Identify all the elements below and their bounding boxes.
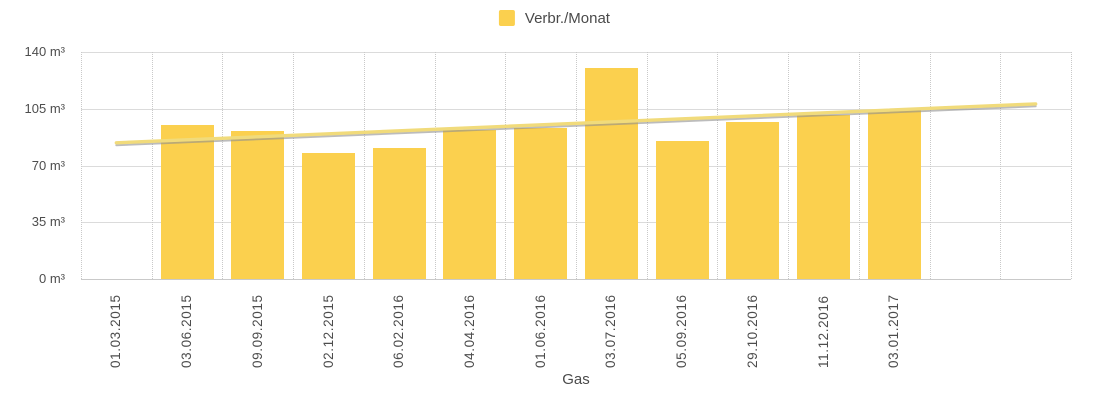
bar-03.06.2015[interactable] bbox=[160, 125, 214, 279]
bar-09.09.2015[interactable] bbox=[231, 131, 285, 279]
legend-swatch-icon bbox=[498, 10, 515, 26]
v-gridline bbox=[434, 52, 436, 279]
x-axis-tick-label: 01.06.2016 bbox=[532, 294, 548, 368]
legend-label: Verbr./Monat bbox=[524, 9, 610, 27]
v-gridline bbox=[788, 52, 790, 279]
v-gridline bbox=[1000, 52, 1002, 279]
y-axis-tick-label: 0 m³ bbox=[39, 271, 65, 286]
x-axis-tick-label: 11.12.2016 bbox=[815, 295, 831, 368]
h-gridline bbox=[81, 279, 1071, 280]
x-axis-tick-label: 29.10.2016 bbox=[744, 294, 760, 368]
x-axis-tick-label: 09.09.2015 bbox=[249, 294, 265, 368]
bar-04.04.2016[interactable] bbox=[443, 129, 497, 279]
x-axis-tick-label: 01.03.2015 bbox=[108, 294, 124, 368]
v-gridline bbox=[717, 52, 719, 279]
v-gridline bbox=[858, 52, 860, 279]
bar-06.02.2016[interactable] bbox=[372, 147, 426, 279]
x-axis-tick-label: 05.09.2016 bbox=[674, 294, 690, 368]
v-gridline bbox=[81, 52, 82, 279]
y-axis-tick-label: 140 m³ bbox=[24, 44, 65, 59]
v-gridline bbox=[151, 52, 153, 279]
bar-02.12.2015[interactable] bbox=[302, 152, 355, 279]
v-gridline bbox=[646, 52, 648, 279]
v-gridline bbox=[576, 52, 577, 279]
v-gridline bbox=[293, 52, 295, 279]
y-axis-tick-label: 105 m³ bbox=[24, 100, 65, 116]
x-axis-tick-label: 03.06.2015 bbox=[179, 294, 195, 368]
v-gridline bbox=[505, 52, 507, 279]
bar-05.09.2016[interactable] bbox=[655, 141, 709, 279]
bar-01.06.2016[interactable] bbox=[514, 128, 568, 279]
v-gridline bbox=[1071, 52, 1072, 279]
bar-03.01.2017[interactable] bbox=[867, 110, 921, 279]
bar-11.12.2016[interactable] bbox=[797, 115, 850, 279]
v-gridline bbox=[929, 52, 931, 279]
y-axis-tick-label: 35 m³ bbox=[31, 214, 65, 230]
x-axis-tick-label: 03.07.2016 bbox=[603, 294, 619, 368]
y-axis-tick-label: 70 m³ bbox=[31, 157, 65, 173]
x-axis-title: Gas bbox=[562, 371, 590, 388]
legend-item[interactable]: Verbr./Monat bbox=[498, 8, 610, 28]
x-axis-tick-label: 04.04.2016 bbox=[461, 294, 477, 368]
x-axis-tick-label: 02.12.2015 bbox=[320, 294, 336, 368]
x-axis-tick-label: 06.02.2016 bbox=[391, 294, 407, 368]
v-gridline bbox=[363, 52, 365, 279]
bar-29.10.2016[interactable] bbox=[726, 121, 780, 279]
x-axis-tick-label: 03.01.2017 bbox=[886, 294, 902, 368]
v-gridline bbox=[222, 52, 224, 279]
bar-03.07.2016[interactable] bbox=[584, 68, 638, 279]
